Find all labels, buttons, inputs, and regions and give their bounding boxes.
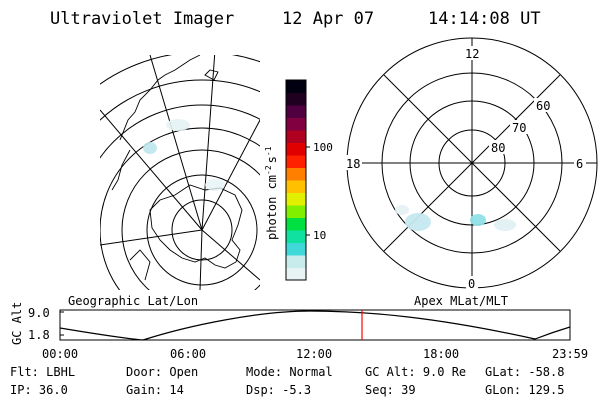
colorbar-swatch [286, 192, 306, 206]
colorbar-swatch [286, 155, 306, 168]
colorbar-swatch [286, 267, 306, 281]
status-ip: IP: 36.0 [10, 383, 68, 397]
timeline-xtick-0000: 00:00 [42, 347, 78, 361]
status-seq: Seq: 39 [365, 383, 416, 397]
status-row-2: IP: 36.0 Gain: 14 Dsp: -5.3 Seq: 39 GLon… [10, 383, 564, 397]
mlt-label-18: 18 [346, 157, 360, 171]
colorbar-swatch [286, 230, 306, 243]
status-mode: Mode: Normal [246, 365, 333, 379]
status-dsp: Dsp: -5.3 [246, 383, 311, 397]
svg-text:photon cm-2s-1: photon cm-2s-1 [264, 146, 279, 240]
colorbar-swatch [286, 180, 306, 193]
date-label: 12 Apr 07 [282, 9, 374, 29]
geographic-map-label: Geographic Lat/Lon [68, 294, 198, 308]
mlt-label-0: 0 [468, 277, 475, 291]
colorbar-frame [285, 79, 307, 281]
status-row-1: Flt: LBHL Door: Open Mode: Normal GC Alt… [10, 365, 564, 379]
colorbar-swatch [286, 205, 306, 218]
status-glat: GLat: -58.8 [485, 365, 564, 379]
timeline-xtick-1800: 18:00 [423, 347, 459, 361]
apex-map-label: Apex MLat/MLT [414, 294, 508, 308]
color-scale-bar [285, 79, 310, 281]
timeline-ytick-9: 9.0 [28, 306, 50, 320]
orbit-altitude-curve [59, 310, 571, 341]
mlat-label-80: 80 [491, 141, 505, 155]
colorbar-swatch [286, 80, 306, 93]
colorbar-swatch [286, 105, 306, 118]
status-gc-alt: GC Alt: 9.0 Re [365, 365, 466, 379]
mlt-label-6: 6 [576, 157, 583, 171]
colorbar-swatch [286, 130, 306, 143]
colorbar-swatch [286, 117, 306, 131]
colorbar-swatch [286, 242, 306, 256]
instrument-title: Ultraviolet Imager [50, 9, 234, 29]
colorbar-unit-label: photon cm-2s-1 [264, 146, 279, 240]
time-label: 14:14:08 UT [428, 9, 541, 29]
status-glon: GLon: 129.5 [485, 383, 564, 397]
colorbar-tick-10: 10 [313, 229, 326, 242]
status-flt: Flt: LBHL [10, 365, 75, 379]
status-door: Door: Open [126, 365, 198, 379]
geographic-map [100, 55, 260, 290]
colorbar-swatch [286, 142, 306, 156]
polar-aurora-patches [395, 205, 516, 231]
colorbar-tick-100: 100 [313, 141, 333, 154]
timeline-ylabel: GC Alt [10, 302, 24, 345]
timeline-ytick-1.8: 1.8 [28, 328, 50, 342]
polar-mlat-mlt-plot [346, 37, 598, 289]
colorbar-swatch [286, 92, 306, 106]
mlt-label-12: 12 [465, 47, 479, 61]
status-gain: Gain: 14 [126, 383, 184, 397]
colorbar-swatch [286, 217, 306, 231]
altitude-timeline-plot [59, 309, 571, 341]
mlat-label-60: 60 [536, 99, 550, 113]
timeline-xtick-1200: 12:00 [296, 347, 332, 361]
timeline-xtick-2359: 23:59 [552, 347, 588, 361]
colorbar-swatch [286, 255, 306, 268]
mlat-label-70: 70 [512, 121, 526, 135]
colorbar-swatch [286, 167, 306, 181]
timeline-xtick-0600: 06:00 [170, 347, 206, 361]
